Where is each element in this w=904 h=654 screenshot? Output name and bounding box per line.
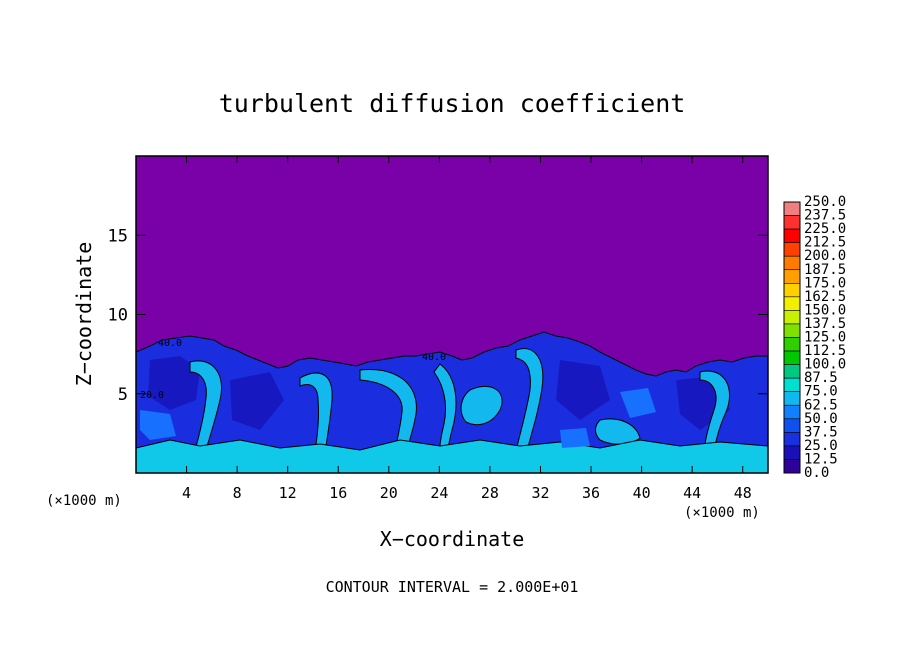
chart-title: turbulent diffusion coefficient [219,89,686,118]
colorbar: 250.0237.5225.0212.5200.0187.5175.0162.5… [783,194,846,481]
colorbar-swatch [783,445,801,460]
colorbar-swatch [783,296,801,311]
colorbar-label: 100.0 [804,357,846,373]
y-axis-label: Z−coordinate [72,242,96,387]
colorbar-label: 25.0 [804,438,838,454]
colorbar-label: 50.0 [804,411,838,427]
colorbar-label: 212.5 [804,235,846,251]
y-tick-label: 15 [108,226,128,246]
colorbar-swatch [783,242,801,257]
colorbar-label: 87.5 [804,370,838,386]
colorbar-label: 200.0 [804,248,846,264]
x-tick-label: 8 [233,484,242,502]
colorbar-swatch [783,459,801,474]
x-tick-label: 4 [182,484,191,502]
x-tick-label: 44 [683,484,701,502]
plume [560,428,590,448]
colorbar-label: 175.0 [804,275,846,291]
colorbar-swatch [783,377,801,392]
colorbar-swatch [783,432,801,447]
colorbar-label: 0.0 [804,465,829,481]
x-tick-label: 40 [633,484,651,502]
dark-patch [556,360,610,420]
plot-area: 40.0 40.0 20.0 4 8 12 16 20 24 28 32 36 40 44 48 51… [108,155,769,502]
y-tick-label: 10 [108,306,128,326]
colorbar-swatch [783,228,801,243]
colorbar-label: 150.0 [804,302,846,318]
x-unit-left: (×1000 m) [46,493,122,509]
colorbar-label: 237.5 [804,208,846,224]
x-tick-label: 12 [279,484,297,502]
turbulence-field [136,331,768,473]
surface-layer [136,439,768,473]
colorbar-label: 12.5 [804,451,838,467]
x-tick-label: 48 [734,484,752,502]
colorbar-swatch [783,323,801,338]
y-tick-label: 5 [118,385,128,405]
colorbar-label: 162.5 [804,289,846,305]
x-tick-label: 20 [380,484,398,502]
colorbar-swatch [783,201,801,216]
contour-label: 40.0 [158,338,182,349]
x-tick-label: 24 [430,484,448,502]
plume [620,388,656,418]
colorbar-swatch [783,391,801,406]
colorbar-label: 112.5 [804,343,846,359]
colorbar-label: 37.5 [804,424,838,440]
colorbar-swatch [783,269,801,284]
colorbar-label: 125.0 [804,330,846,346]
dark-patch [230,372,284,430]
contour-labels: 40.0 40.0 20.0 [140,338,446,401]
colorbar-label: 137.5 [804,316,846,332]
x-tick-label: 16 [329,484,347,502]
x-tick-label: 36 [582,484,600,502]
x-axis-label: X−coordinate [380,527,525,551]
colorbar-label: 250.0 [804,194,846,210]
colorbar-label: 62.5 [804,397,838,413]
colorbar-frame [783,201,801,474]
x-tick-label: 32 [531,484,549,502]
colorbar-label: 75.0 [804,384,838,400]
colorbar-swatch [783,404,801,420]
plume [460,385,503,426]
colorbar-swatch [783,418,801,433]
plume [140,410,176,440]
colorbar-swatch [783,215,801,230]
colorbar-swatch [783,310,801,325]
colorbar-swatch [783,364,801,379]
colorbar-label: 225.0 [804,221,846,237]
colorbar-swatch [783,282,801,298]
y-axis: 5 10 15 [108,226,768,405]
x-axis: 4 8 12 16 20 24 28 32 36 40 44 48 [182,156,752,502]
contour-interval-note: CONTOUR INTERVAL = 2.000E+01 [326,578,579,596]
x-unit-right: (×1000 m) [684,505,760,521]
colorbar-swatch [783,255,801,271]
colorbar-swatch [783,350,801,365]
dark-patch [148,356,200,410]
x-tick-label: 28 [481,484,499,502]
contour-label: 20.0 [140,390,164,401]
contour-label: 40.0 [422,352,446,363]
colorbar-label: 187.5 [804,262,846,278]
colorbar-swatch [783,337,801,352]
